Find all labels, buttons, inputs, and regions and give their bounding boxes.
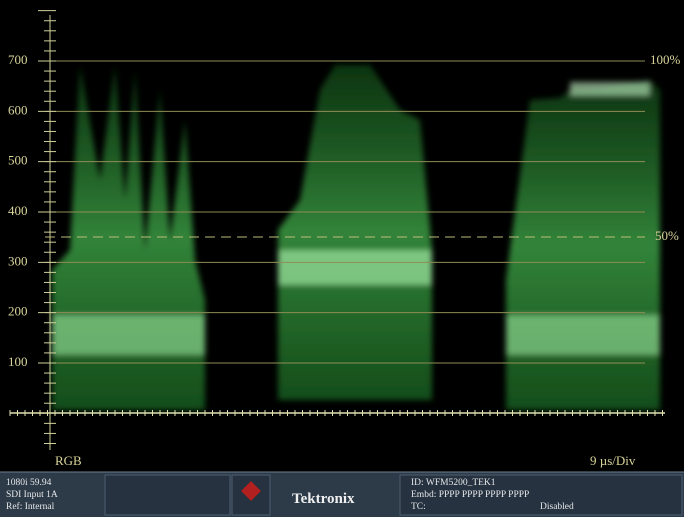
- timebase: 9 µs/Div: [590, 453, 636, 468]
- brand: Tektronix: [292, 491, 355, 507]
- format: 1080i 59.94: [6, 478, 52, 488]
- graticule-label: 500: [8, 153, 28, 168]
- alarm-icon: [241, 481, 261, 501]
- reference: Ref: Internal: [6, 501, 55, 512]
- graticule-label: 200: [8, 304, 28, 319]
- graticule-label: 600: [8, 102, 28, 117]
- mode: RGB: [55, 453, 82, 468]
- timecode-label: TC:: [411, 502, 426, 512]
- graticule-label: 300: [8, 253, 28, 268]
- graticule-label: 700: [8, 52, 28, 67]
- graticule-label: 100: [8, 354, 28, 369]
- percent-50: 50%: [655, 228, 679, 243]
- instrument-id: ID: WFM5200_TEK1: [411, 478, 496, 488]
- timecode-value: Disabled: [540, 502, 574, 512]
- panel: [399, 474, 683, 516]
- embedded-audio: Embd: PPPP PPPP PPPP PPPP: [411, 490, 529, 500]
- percent-100: 100%: [650, 52, 681, 67]
- graticule: [9, 10, 665, 450]
- input: SDI Input 1A: [6, 490, 58, 500]
- panel: [104, 474, 231, 516]
- graticule-label: 400: [8, 203, 28, 218]
